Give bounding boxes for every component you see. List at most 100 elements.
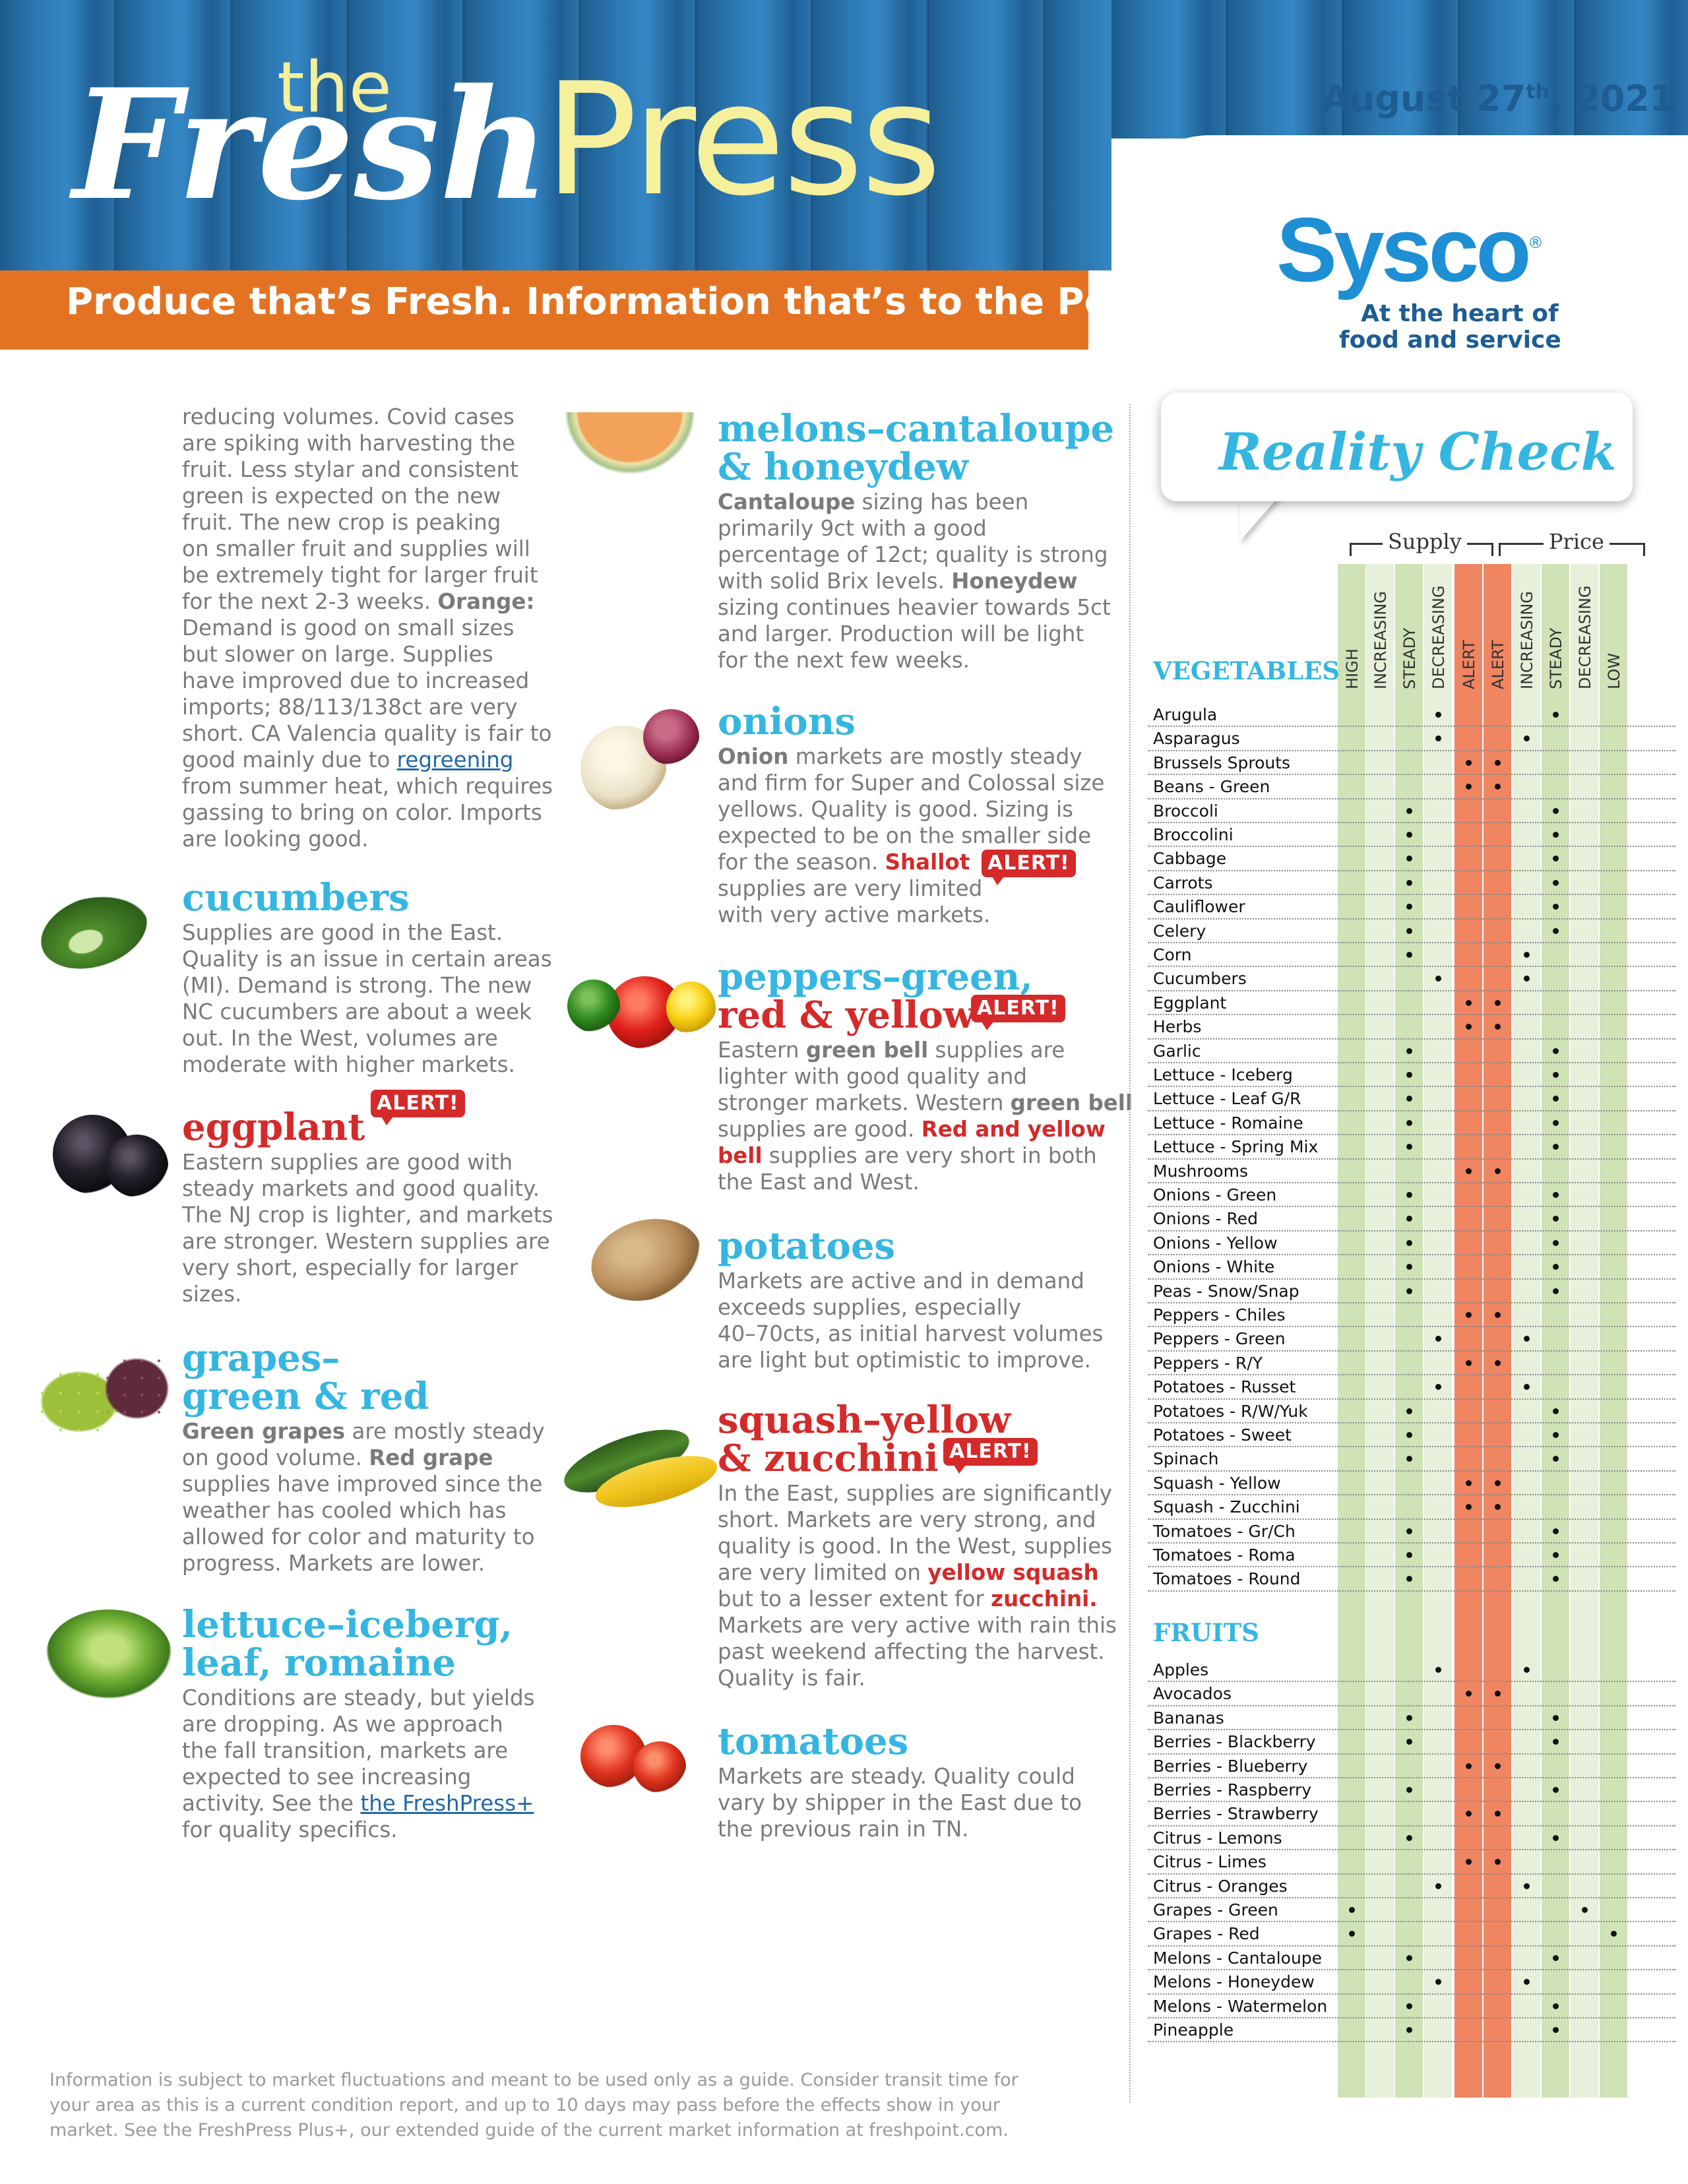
section-heading-onions: onions bbox=[718, 702, 856, 741]
emphasis: zucchini. bbox=[991, 1586, 1098, 1611]
paragraph-line: Eastern supplies are good with bbox=[182, 1150, 513, 1175]
status-dot bbox=[1465, 1359, 1472, 1366]
paragraph-line: The NJ crop is lighter, and markets bbox=[182, 1202, 553, 1228]
section-heading-peppers: peppers–green, red & yellow bbox=[718, 958, 1033, 1034]
row-label: Citrus - Lemons bbox=[1153, 1828, 1282, 1848]
paragraph-line: for the next few weeks. bbox=[718, 648, 970, 673]
cucumber-photo bbox=[31, 882, 157, 982]
row-label: Eggplant bbox=[1153, 993, 1227, 1013]
table-row: Tomatoes - Roma bbox=[1148, 1544, 1675, 1568]
heading-line: melons–cantaloupe bbox=[718, 407, 1115, 451]
wood-background-right bbox=[1111, 0, 1688, 139]
paragraph-line: sizes. bbox=[182, 1282, 242, 1307]
table-row: Potatoes - R/W/Yuk bbox=[1148, 1400, 1675, 1423]
section-body-squash: In the East, supplies are significantly s… bbox=[718, 1480, 1117, 1691]
inline-link[interactable]: the FreshPress+ bbox=[360, 1791, 534, 1816]
status-dot bbox=[1406, 879, 1412, 886]
header-banner: Fresh the Press Produce that’s Fresh. In… bbox=[0, 0, 1688, 356]
issue-date: August 27th, 2021 bbox=[1322, 78, 1675, 119]
status-dot bbox=[1406, 952, 1412, 958]
masthead-the: the bbox=[277, 47, 392, 128]
paragraph-line: are spiking with harvesting the bbox=[182, 431, 515, 456]
disclaimer-line: your area as this is a current condition… bbox=[49, 2095, 1000, 2115]
status-dot bbox=[1465, 1691, 1472, 1697]
paragraph-line: on smaller fruit and supplies will bbox=[182, 536, 530, 561]
status-dot bbox=[1552, 927, 1559, 934]
table-row: Garlic bbox=[1148, 1040, 1675, 1063]
row-label: Peas - Snow/Snap bbox=[1153, 1281, 1299, 1301]
table-row: Potatoes - Russet bbox=[1148, 1375, 1675, 1400]
row-label: Cucumbers bbox=[1153, 969, 1247, 989]
status-dot bbox=[1406, 1216, 1412, 1222]
date-suffix: th bbox=[1526, 80, 1549, 104]
row-label: Arugula bbox=[1153, 705, 1218, 724]
section-heading-tomatoes: tomatoes bbox=[718, 1722, 908, 1761]
status-dot bbox=[1523, 735, 1530, 742]
row-label: Lettuce - Spring Mix bbox=[1153, 1137, 1319, 1157]
emphasis: Red grape bbox=[369, 1445, 493, 1470]
status-dot bbox=[1406, 1288, 1412, 1294]
paragraph-line: steady markets and good quality. bbox=[182, 1176, 540, 1201]
table-row: Apples bbox=[1148, 1658, 1675, 1683]
row-label: Melons - Honeydew bbox=[1153, 1972, 1315, 1992]
paragraph-line: the previous rain in TN. bbox=[718, 1817, 969, 1842]
status-dot bbox=[1552, 1954, 1559, 1961]
table-row: Pineapple bbox=[1148, 2018, 1675, 2043]
emphasis: green bell bbox=[805, 1038, 929, 1063]
status-dot bbox=[1465, 759, 1472, 766]
row-label: Grapes - Red bbox=[1153, 1924, 1260, 1944]
status-dot bbox=[1494, 1691, 1501, 1697]
section-heading-eggplant: eggplant bbox=[182, 1108, 365, 1146]
paragraph-line: progress. Markets are lower. bbox=[182, 1551, 485, 1576]
column-header: LOW bbox=[1605, 652, 1623, 689]
emphasis: bell bbox=[718, 1143, 763, 1168]
column-header: ALERT bbox=[1460, 640, 1478, 689]
status-dot bbox=[1406, 1576, 1412, 1582]
status-dot bbox=[1406, 1834, 1412, 1841]
table-row: Tomatoes - Round bbox=[1148, 1567, 1675, 1592]
status-dot bbox=[1406, 1192, 1412, 1198]
status-dot bbox=[1552, 1047, 1559, 1054]
eggplant-photo-2 bbox=[106, 1135, 168, 1197]
status-dot bbox=[1406, 1264, 1412, 1270]
row-label: Squash - Yellow bbox=[1153, 1473, 1281, 1493]
status-dot bbox=[1465, 1763, 1472, 1769]
paragraph-line: but to a lesser extent for zucchini. bbox=[718, 1586, 1098, 1611]
section-heading-squash: squash–yellow & zucchini bbox=[718, 1401, 1011, 1478]
status-column bbox=[1484, 564, 1511, 2098]
paragraph-line: short. Markets are very strong, and bbox=[718, 1507, 1096, 1532]
table-row: Spinach bbox=[1148, 1447, 1675, 1472]
status-dot bbox=[1406, 1456, 1412, 1462]
emphasis: Orange: bbox=[437, 589, 535, 614]
status-dot bbox=[1406, 904, 1412, 910]
section-heading-lettuce: lettuce–iceberg, leaf, romaine bbox=[182, 1606, 513, 1682]
table-row: Squash - Zucchini bbox=[1148, 1495, 1675, 1520]
disclaimer-line: Information is subject to market fluctua… bbox=[49, 2070, 1018, 2090]
row-label: Squash - Zucchini bbox=[1153, 1497, 1300, 1517]
status-dot bbox=[1494, 1811, 1501, 1817]
row-label: Citrus - Limes bbox=[1153, 1852, 1266, 1872]
lettuce-photo bbox=[46, 1609, 172, 1699]
table-row: Onions - Red bbox=[1148, 1207, 1675, 1232]
row-label: Cauliflower bbox=[1153, 897, 1245, 917]
section-body-eggplant: Eastern supplies are good with steady mar… bbox=[182, 1149, 553, 1307]
heading-line: potatoes bbox=[718, 1224, 896, 1268]
inline-link[interactable]: regreening bbox=[396, 747, 514, 772]
status-dot bbox=[1552, 1787, 1559, 1793]
status-dot bbox=[1435, 1979, 1441, 1985]
row-label: Onions - Yellow bbox=[1153, 1233, 1278, 1253]
row-label: Garlic bbox=[1153, 1041, 1201, 1061]
column-header: INCREASING bbox=[1371, 591, 1390, 689]
status-dot bbox=[1552, 879, 1559, 886]
paragraph-line: with very active markets. bbox=[718, 902, 991, 927]
reality-check-title: Reality Check bbox=[1219, 422, 1617, 482]
paragraph-line: be extremely tight for larger fruit bbox=[182, 563, 538, 588]
table-row: Squash - Yellow bbox=[1148, 1472, 1675, 1496]
paragraph-line: good mainly due to regreening bbox=[182, 747, 514, 772]
row-label: Lettuce - Iceberg bbox=[1153, 1065, 1293, 1084]
row-label: Apples bbox=[1153, 1660, 1209, 1679]
status-dot bbox=[1406, 807, 1412, 814]
tomato-photo-2 bbox=[633, 1741, 686, 1793]
table-row: Cabbage bbox=[1148, 847, 1675, 871]
status-dot bbox=[1581, 1907, 1588, 1913]
